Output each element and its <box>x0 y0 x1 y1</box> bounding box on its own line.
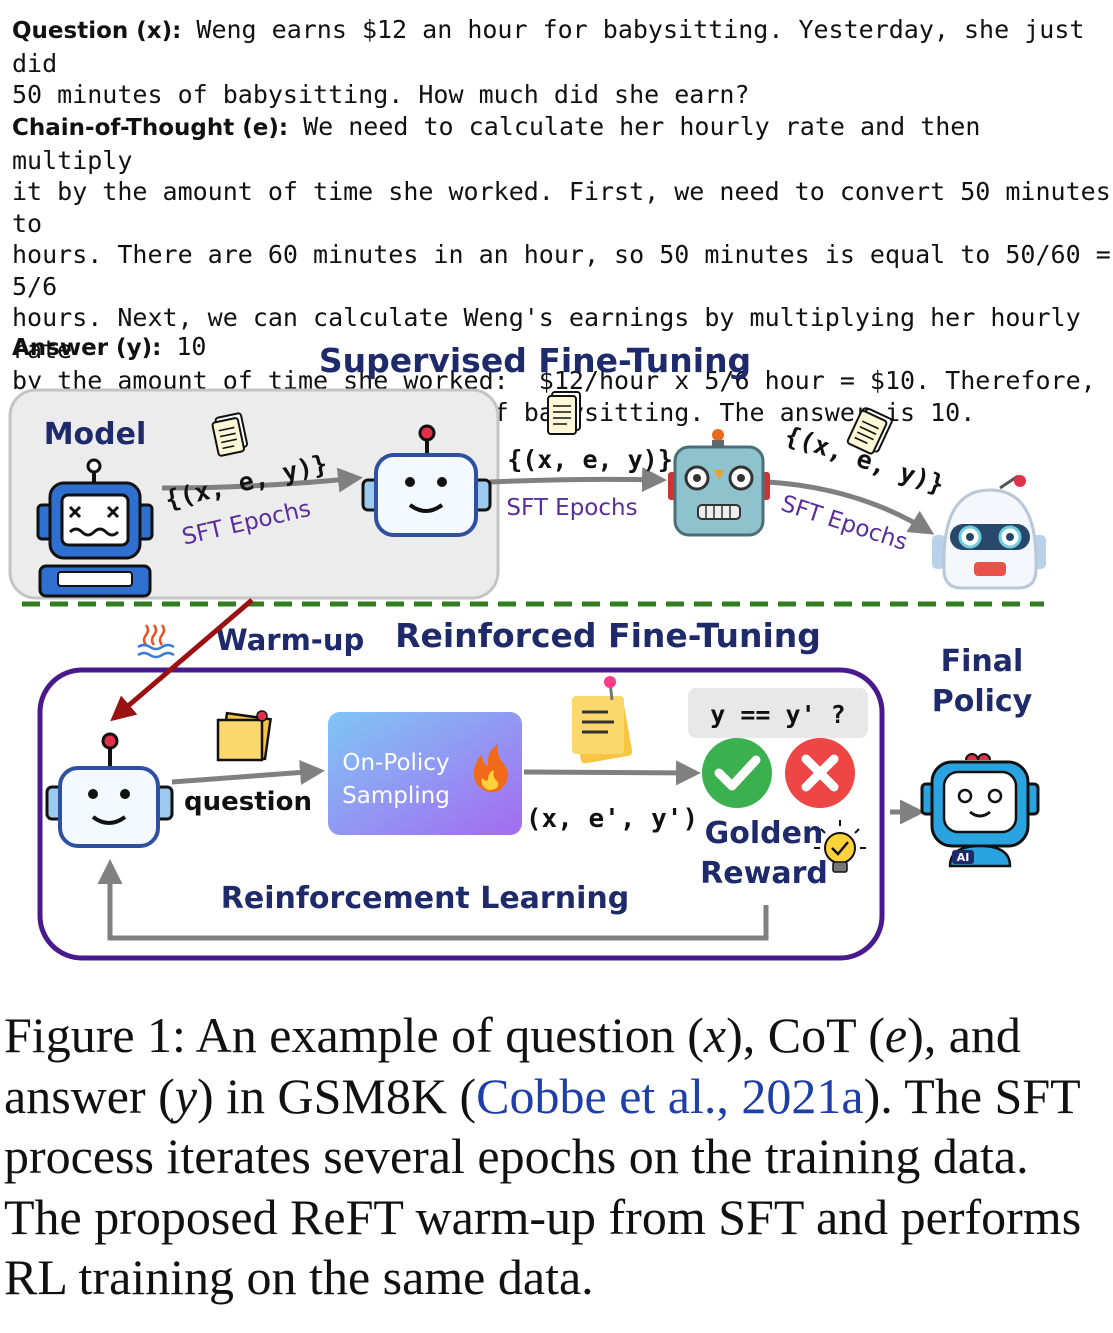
fire-icon <box>473 744 508 793</box>
document-icon <box>846 408 893 455</box>
model-label: Model <box>44 417 147 452</box>
caption-text: ), and answer ( <box>4 1007 1021 1124</box>
sft-robot-icon <box>668 429 770 537</box>
figure-caption: Figure 1: An example of question (x), Co… <box>4 1005 1104 1308</box>
sft-arrow-2 <box>489 467 667 493</box>
question-label: Question (x): <box>12 18 182 44</box>
check-label-box <box>688 688 868 738</box>
final-policy-line1: Final <box>941 644 1024 679</box>
sft-robot-icon <box>361 424 492 537</box>
answer-block: Answer (y): 10 <box>12 331 206 365</box>
caption-text: ). The SFT process iterates several epoc… <box>4 1067 1082 1306</box>
document-icon <box>547 391 581 435</box>
question-text: Weng earns $12 an hour for babysitting. … <box>12 15 1085 109</box>
sft-epochs-3: SFT Epochs <box>778 491 911 556</box>
sampling-line1: On-Policy <box>342 750 449 776</box>
warmup-label: Warm-up <box>216 623 364 657</box>
sampling-arrow <box>523 760 701 786</box>
caption-text: Figure 1: An example of question ( <box>4 1007 704 1063</box>
sft-arrow-1 <box>161 467 363 493</box>
wrong-cross-icon <box>785 738 855 808</box>
question-arrow <box>171 760 325 785</box>
lightbulb-icon <box>814 820 866 873</box>
correct-check-icon <box>702 738 772 808</box>
steam-icon <box>137 624 175 659</box>
sticky-note-icon <box>216 710 272 762</box>
sft-robot-icon <box>932 474 1046 590</box>
sft-arrow-3 <box>767 479 935 535</box>
final-policy-robot-icon: AI <box>920 753 1040 868</box>
answer-text: 10 <box>161 332 207 361</box>
golden-reward-line2: Reward <box>700 856 828 891</box>
base-model-robot-icon <box>36 458 154 598</box>
warmup-arrow <box>110 598 254 722</box>
final-policy-line2: Policy <box>932 684 1033 719</box>
on-policy-sampling-box <box>328 712 522 835</box>
caption-var-x: x <box>703 1007 727 1063</box>
policy-robot-icon <box>45 732 174 848</box>
rl-loop-arrow <box>97 859 769 941</box>
caption-var-y: y <box>174 1067 197 1124</box>
sft-title: Supervised Fine-Tuning <box>319 341 751 380</box>
sft-epochs-2: SFT Epochs <box>506 495 637 521</box>
document-icon <box>211 412 249 457</box>
rl-label: Reinforcement Learning <box>221 881 629 916</box>
answer-label: Answer (y): <box>12 335 162 361</box>
caption-text: ), CoT ( <box>726 1007 885 1063</box>
citation-link[interactable]: Cobbe et al., 2021a <box>476 1067 864 1124</box>
sampling-line2: Sampling <box>342 783 450 809</box>
ai-badge: AI <box>957 851 970 864</box>
cot-label: Chain-of-Thought (e): <box>12 115 289 141</box>
sft-tuple-2: {(x, e, y)} <box>507 445 673 474</box>
question-label-reft: question <box>184 787 312 817</box>
caption-text: ) in GSM8K ( <box>196 1067 477 1124</box>
reft-title: Reinforced Fine-Tuning <box>395 616 821 655</box>
question-block: Question (x): Weng earns $12 an hour for… <box>12 14 1113 111</box>
golden-reward-line1: Golden <box>705 816 824 851</box>
reft-diagram: Supervised Fine-Tuning Model {(x, e, y)}… <box>8 341 1046 961</box>
caption-var-e: e <box>884 1007 908 1063</box>
sampled-tuple: (x, e', y') <box>526 804 698 834</box>
memo-icon <box>571 676 633 764</box>
answer-check: y == y' ? <box>710 700 845 729</box>
